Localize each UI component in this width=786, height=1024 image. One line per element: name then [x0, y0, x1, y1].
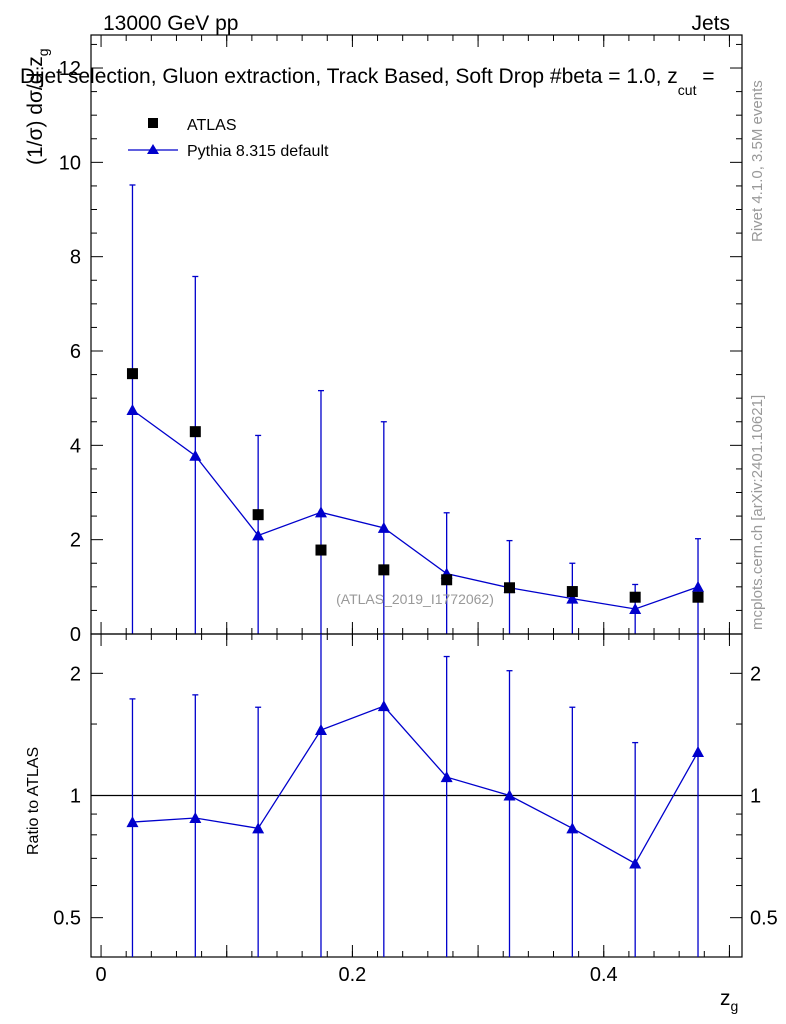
pythia-point — [629, 603, 642, 615]
atlas-data-point — [566, 586, 578, 598]
main-y-tick-label: 12 — [59, 58, 81, 80]
rivet-label: Rivet 4.1.0, 3.5M events — [749, 80, 766, 242]
ratio-y-tick-label-right: 1 — [750, 786, 761, 808]
ratio-point — [377, 700, 390, 712]
plot-title-sub: cut — [678, 82, 697, 98]
x-tick-label: 0.4 — [590, 964, 618, 986]
ratio-point — [189, 812, 202, 824]
ratio-point — [566, 822, 579, 834]
ratio-panel: 0 0.2 0.4 0.5 0.5 1 1 2 2 — [53, 633, 778, 986]
pythia-point — [189, 449, 202, 461]
category-label: Jets — [691, 12, 730, 35]
ratio-point — [692, 745, 705, 757]
plot-title-part1: Dijet selection, Gluon extraction, Track… — [20, 65, 573, 88]
ratio-point — [629, 857, 642, 869]
atlas-data-point — [315, 544, 327, 556]
analysis-watermark: (ATLAS_2019_I1772062) — [336, 591, 494, 607]
main-y-tick-label: 2 — [70, 530, 81, 552]
mcplots-label: mcplots.cern.ch [arXiv:2401.10621] — [749, 395, 766, 630]
ratio-y-tick-label: 2 — [70, 663, 81, 685]
legend-pythia-label: Pythia 8.315 default — [187, 143, 329, 160]
main-y-axis-label-text: (1/σ) dσ/d z — [24, 56, 47, 165]
pythia-point — [692, 580, 705, 592]
x-axis-label-sub: g — [731, 998, 739, 1014]
x-axis-label-text: z — [720, 987, 731, 1010]
atlas-data-point — [692, 591, 704, 603]
pythia-series-line — [132, 409, 699, 610]
ratio-y-tick-label: 0.5 — [53, 908, 81, 930]
ratio-point — [252, 822, 265, 834]
atlas-data-point — [441, 574, 453, 586]
ratio-point — [503, 789, 516, 801]
ratio-point — [440, 771, 453, 783]
atlas-data-point — [252, 509, 264, 521]
pythia-point — [252, 529, 265, 541]
atlas-data-point — [504, 582, 515, 594]
legend: ATLAS Pythia 8.315 default — [128, 117, 329, 160]
main-y-tick-label: 0 — [70, 624, 81, 646]
x-tick-label: 0 — [95, 964, 106, 986]
legend-atlas-label: ATLAS — [187, 117, 237, 134]
ratio-y-axis-label: Ratio to ATLAS — [25, 747, 42, 855]
atlas-data-point — [126, 368, 138, 380]
main-y-tick-label: 4 — [70, 435, 81, 457]
x-axis-label: zg — [720, 987, 738, 1014]
energy-label: 13000 GeV pp — [103, 12, 238, 35]
main-y-tick-label: 10 — [59, 152, 81, 174]
main-panel: 0 2 4 6 8 10 12 — [59, 34, 743, 646]
ratio-point — [126, 816, 139, 828]
ratio-series-line — [132, 705, 699, 865]
plot-title-part2: eta = 1.0, z — [573, 65, 678, 88]
pythia-point — [566, 592, 579, 604]
pythia-point — [377, 521, 390, 533]
x-tick-label: 0.2 — [338, 964, 366, 986]
ratio-point — [314, 724, 327, 736]
legend-atlas-marker — [148, 118, 158, 128]
atlas-data-point — [189, 426, 201, 438]
main-y-tick-label: 8 — [70, 247, 81, 269]
ratio-y-tick-label-right: 2 — [750, 663, 761, 685]
plot-title: Dijet selection, Gluon extraction, Track… — [20, 65, 715, 98]
ratio-y-tick-label: 1 — [70, 786, 81, 808]
plot-title-part3: = — [696, 65, 714, 88]
atlas-data-point — [378, 564, 390, 576]
ratio-y-tick-label-right: 0.5 — [750, 908, 778, 930]
main-y-axis-label-sub: g — [35, 48, 51, 56]
main-y-axis-label: (1/σ) dσ/d zg — [24, 48, 51, 165]
main-y-tick-label: 6 — [70, 341, 81, 363]
atlas-data-point — [629, 591, 641, 603]
pythia-point — [314, 506, 327, 518]
pythia-point — [126, 403, 139, 415]
legend-pythia-marker — [147, 144, 159, 154]
